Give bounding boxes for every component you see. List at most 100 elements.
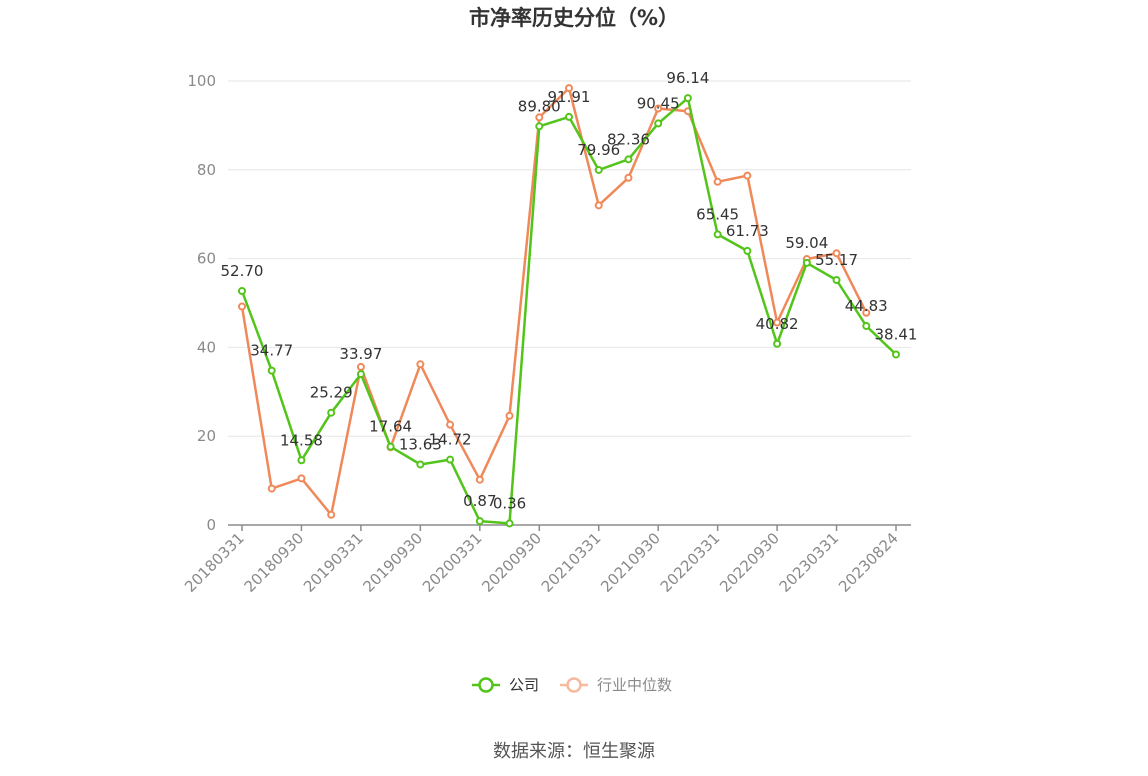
grid-lines [228,80,911,437]
legend-marker [478,677,494,693]
data-point-0 [594,165,603,174]
data-label: 34.77 [250,342,293,360]
x-tick-label: 20220930 [716,529,783,596]
data-point-0 [297,456,306,465]
data-label: 59.04 [785,234,828,252]
data-label: 25.29 [310,384,353,402]
y-tick-label: 40 [197,338,216,356]
axes: 0 20 40 60 80 100 2018033120180930201903312019… [181,72,911,596]
x-tick-label: 20180331 [181,529,248,596]
data-point-1 [297,474,306,483]
data-label: 17.64 [369,418,412,436]
y-tick-label: 60 [197,250,216,268]
legend-marker [566,677,582,693]
data-point-1 [624,173,633,182]
data-point-1 [238,302,246,311]
x-tick-label: 20220331 [657,529,724,596]
data-point-0 [743,246,752,255]
data-label: 0.36 [493,494,526,512]
data-point-1 [713,177,722,186]
data-label: 65.45 [696,205,739,223]
data-point-0 [654,119,663,128]
data-point-1 [862,308,871,317]
data-point-1 [535,113,544,122]
x-tick-label: 20200331 [419,529,486,596]
data-label: 96.14 [666,69,709,87]
legend-label: 行业中位数 [597,676,672,694]
data-point-0 [356,370,365,379]
data-point-0 [505,519,514,528]
y-tick-label: 0 [206,516,216,534]
data-point-0 [535,122,544,131]
data-point-0 [713,230,722,239]
data-label: 61.73 [726,222,769,240]
data-point-1 [356,362,365,371]
series-line-1 [240,86,868,517]
data-point-0 [267,366,276,375]
x-tick-label: 20230331 [776,529,843,596]
data-point-1 [832,249,841,258]
x-tick-label: 20200930 [478,529,545,596]
data-label: 90.45 [637,94,680,112]
data-label: 38.41 [875,325,918,343]
data-point-1 [594,201,603,210]
x-tick-label: 20190331 [300,529,367,596]
data-point-0 [446,455,455,464]
data-point-0 [862,321,871,330]
y-tick-label: 80 [197,161,216,179]
series-layer [238,84,900,528]
data-label: 79.96 [577,141,620,159]
data-label: 55.17 [815,251,858,269]
data-label: 33.97 [339,345,382,363]
data-label: 14.72 [429,431,472,449]
data-point-0 [327,408,336,417]
data-point-0 [238,287,246,296]
data-label: 40.82 [756,315,799,333]
data-point-1 [446,420,455,429]
data-point-0 [802,258,811,267]
data-label: 91.91 [548,88,591,106]
y-tick-label: 20 [197,427,216,445]
data-point-0 [683,94,692,103]
legend-item-0[interactable]: 公司 [472,676,539,694]
data-label: 14.58 [280,431,323,449]
data-point-0 [892,350,900,359]
series-line-0 [240,96,897,525]
data-point-1 [475,475,484,484]
data-point-1 [743,171,752,180]
data-point-0 [773,339,782,348]
data-point-0 [565,112,573,121]
data-label: 82.36 [607,130,650,148]
legend[interactable]: 公司 行业中位数 [472,676,672,694]
data-label: 0.87 [463,492,496,510]
data-point-1 [505,411,514,420]
source-note: 数据来源：恒生聚源 [493,741,655,762]
y-tick-label: 100 [187,72,216,90]
x-tick-label: 20190930 [359,529,426,596]
legend-label: 公司 [509,676,539,694]
x-tick-label: 20210930 [597,529,664,596]
x-tick-label: 20210331 [538,529,605,596]
data-label: 52.70 [221,262,264,280]
data-label: 13.63 [399,435,442,453]
data-point-1 [654,104,663,113]
data-point-0 [624,155,633,164]
chart-title: 市净率历史分位（%） [469,6,679,30]
data-point-0 [832,276,841,285]
data-point-1 [565,84,573,93]
x-tick-label: 20180930 [241,529,308,596]
data-point-0 [386,442,395,451]
data-label: 44.83 [845,297,888,315]
data-point-1 [327,510,336,519]
legend-item-1[interactable]: 行业中位数 [560,676,672,694]
data-labels: 52.70 34.77 14.58 25.29 33.97 17.6413.6314.72… [221,69,918,512]
data-label: 89.80 [518,97,561,115]
x-tick-label: 20230824 [835,529,902,596]
data-point-1 [773,318,782,327]
data-point-1 [267,484,276,493]
data-point-0 [475,517,484,526]
data-point-0 [416,460,425,469]
data-point-1 [416,360,425,369]
